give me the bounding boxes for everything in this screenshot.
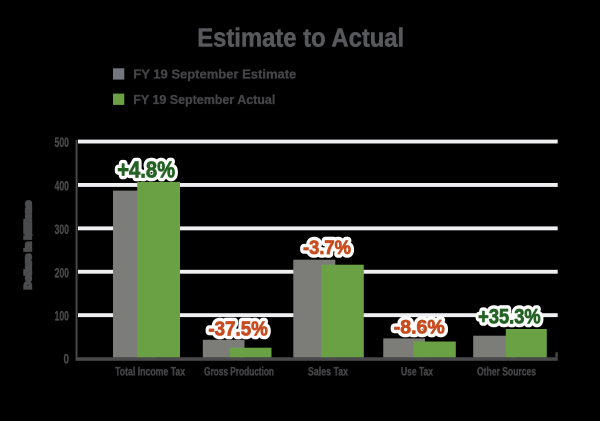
svg-text:FY 19 September Actual: FY 19 September Actual <box>133 92 275 107</box>
svg-text:-37.5%: -37.5% <box>208 317 268 340</box>
svg-text:Dollars in Millions: Dollars in Millions <box>23 201 34 289</box>
svg-text:+35.3%: +35.3% <box>478 306 541 329</box>
svg-text:+4.8%: +4.8% <box>117 157 175 183</box>
svg-text:Sales Tax: Sales Tax <box>308 365 348 379</box>
svg-text:-37.5%: -37.5% <box>208 317 268 340</box>
svg-text:500: 500 <box>55 135 70 151</box>
svg-text:0: 0 <box>64 351 70 367</box>
svg-text:-8.6%: -8.6% <box>394 316 445 338</box>
svg-text:200: 200 <box>55 265 70 281</box>
svg-text:+4.8%: +4.8% <box>117 157 175 183</box>
svg-text:Estimate to Actual: Estimate to Actual <box>197 25 404 53</box>
svg-text:FY 19 September Estimate: FY 19 September Estimate <box>133 66 296 81</box>
svg-text:Gross Production: Gross Production <box>204 365 274 379</box>
svg-text:-8.6%: -8.6% <box>394 316 445 338</box>
svg-text:Other Sources: Other Sources <box>477 365 536 379</box>
svg-text:100: 100 <box>55 309 70 325</box>
svg-text:-3.7%: -3.7% <box>303 237 351 259</box>
svg-text:400: 400 <box>55 179 70 195</box>
svg-text:300: 300 <box>55 222 70 238</box>
svg-text:Total Income Tax: Total Income Tax <box>115 365 185 379</box>
svg-text:Use Tax: Use Tax <box>401 365 433 379</box>
svg-text:-3.7%: -3.7% <box>303 237 351 259</box>
svg-text:+35.3%: +35.3% <box>478 306 541 329</box>
